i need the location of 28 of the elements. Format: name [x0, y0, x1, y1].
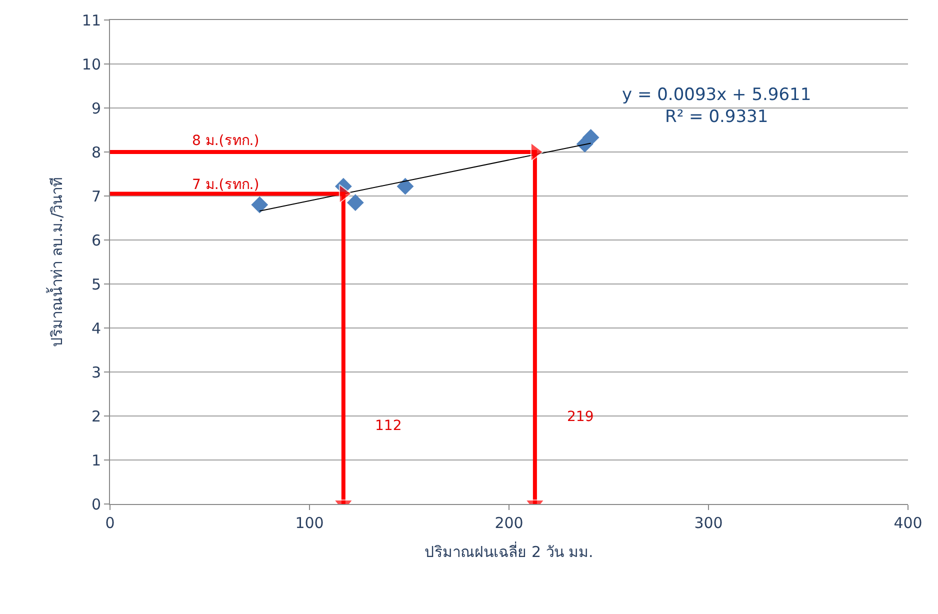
y-tick-label: 1 [91, 451, 101, 470]
annotation: y = 0.0093x + 5.9611 R² = 0.9331 [622, 85, 812, 128]
y-tick-label: 4 [91, 319, 101, 338]
y-tick-label: 3 [91, 363, 101, 382]
annotation: 8 ม.(รทก.) [192, 133, 260, 149]
y-tick-label: 10 [82, 55, 101, 74]
x-tick-label: 300 [694, 514, 723, 532]
y-tick-label: 8 [91, 143, 101, 162]
y-tick-label: 9 [91, 99, 101, 118]
y-tick-label: 11 [82, 11, 101, 30]
annotation: 7 ม.(รทก.) [192, 177, 260, 193]
x-tick-label: 100 [295, 514, 324, 532]
y-tick-label: 6 [91, 231, 101, 250]
point [346, 194, 364, 212]
x-tick-label: 400 [894, 514, 922, 532]
x-tick-label: 0 [105, 514, 115, 532]
y-tick-label: 7 [91, 187, 101, 206]
point [251, 196, 268, 214]
annotation: 219 [567, 409, 594, 425]
annotation: 112 [375, 418, 402, 434]
y-tick-label: 2 [91, 407, 101, 426]
y-axis-title: ปริมาณน้ำท่า ลบ.ม./วินาที [46, 176, 66, 348]
x-axis-title: ปริมาณฝนเฉลี่ย 2 วัน มม. [424, 541, 594, 561]
y-tick-label: 0 [91, 495, 101, 514]
point [582, 129, 600, 146]
point [396, 178, 414, 195]
x-tick-label: 200 [494, 514, 524, 532]
y-tick-label: 5 [91, 275, 101, 294]
